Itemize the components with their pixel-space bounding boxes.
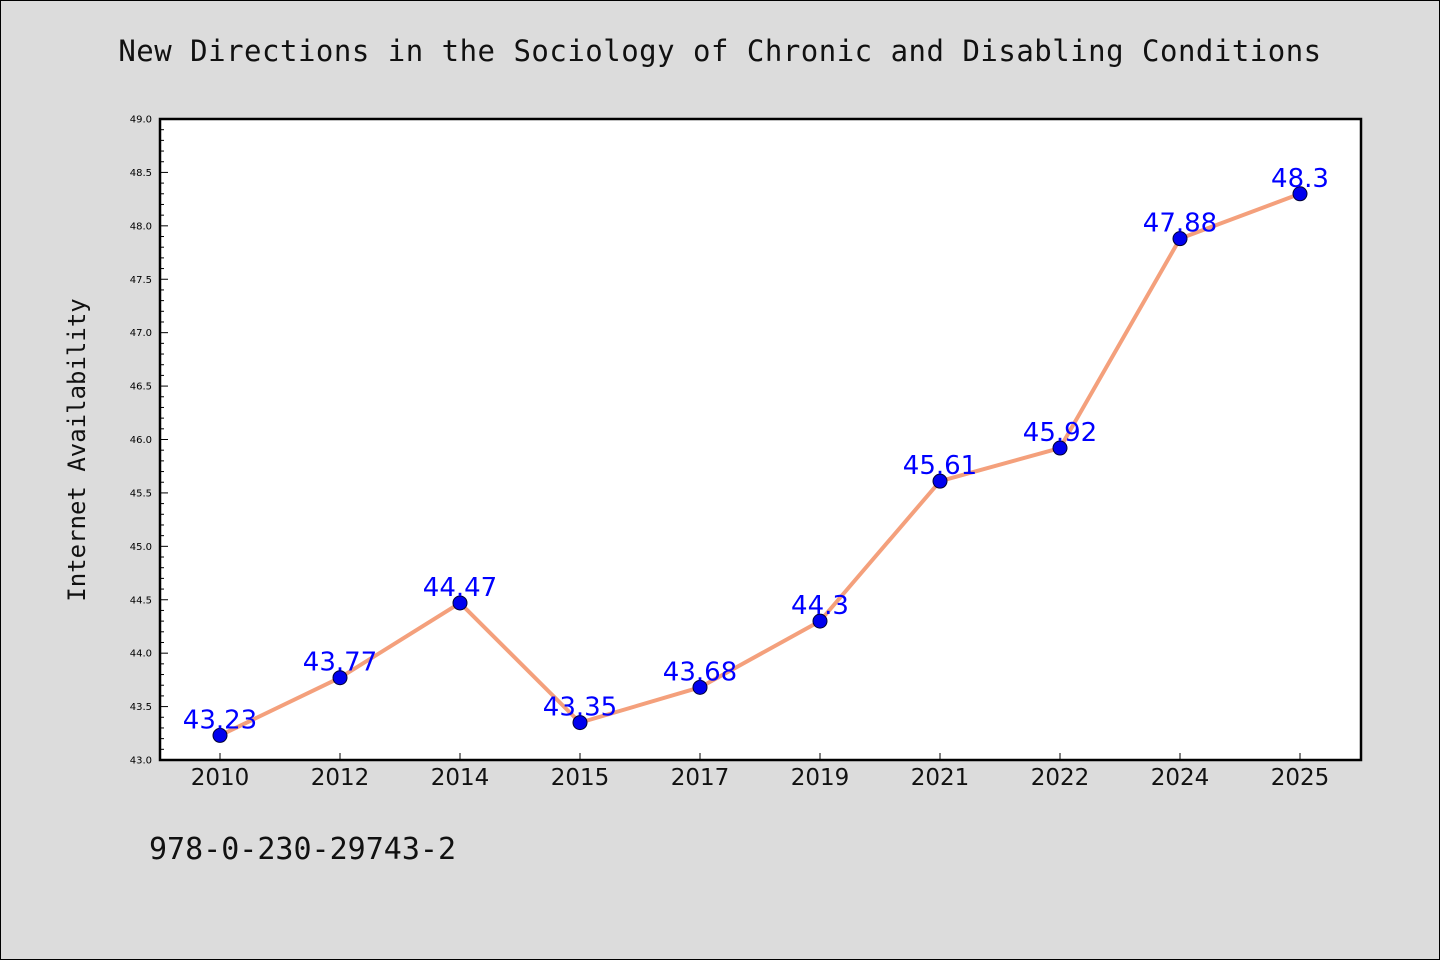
isbn-footer: 978-0-230-29743-2 (149, 832, 457, 867)
y-axis-label: Internet Availability (63, 298, 91, 601)
markers-group (212, 186, 1308, 743)
x-tick-label: 2022 (1031, 765, 1090, 791)
x-tick-label: 2017 (671, 765, 730, 791)
data-label: 44.47 (423, 573, 497, 603)
data-point-marker (1052, 440, 1068, 456)
x-tick-label: 2025 (1271, 765, 1330, 791)
x-axis: 2010 2012 2014 2015 2017 2019 2021 2022 2024 2025 (191, 753, 1330, 791)
x-tick-label: 2010 (191, 765, 250, 791)
series-line-group (218, 191, 1302, 738)
y-tick-label: 46.0 (130, 435, 152, 446)
y-tick-label: 45.5 (130, 488, 152, 499)
data-label: 48.3 (1271, 164, 1329, 194)
x-tick-label: 2021 (911, 765, 970, 791)
x-tick-label: 2015 (551, 765, 610, 791)
data-label: 45.61 (903, 451, 977, 481)
y-tick-label: 44.5 (130, 595, 152, 606)
data-point-marker (1172, 231, 1188, 247)
data-point-marker (332, 670, 348, 686)
y-tick-label: 46.5 (130, 382, 152, 393)
y-tick-label: 47.0 (130, 328, 152, 339)
x-tick-label: 2019 (791, 765, 850, 791)
data-point-marker (932, 473, 948, 489)
data-label: 43.77 (303, 648, 377, 678)
x-tick-label: 2012 (311, 765, 370, 791)
series-line (218, 191, 1302, 738)
data-point-marker (812, 613, 828, 629)
y-tick-label: 43.0 (130, 756, 152, 767)
y-tick-label: 44.0 (130, 649, 152, 660)
y-tick-label: 48.0 (130, 221, 152, 232)
data-point-marker (572, 715, 588, 731)
data-label: 47.88 (1143, 209, 1217, 239)
data-labels-group: 43.23 43.77 44.47 43.35 43.68 44.3 45.61 45.92 4… (183, 164, 1329, 736)
data-point-marker (212, 727, 228, 743)
data-label: 43.23 (183, 705, 257, 735)
data-label: 43.68 (663, 657, 737, 687)
x-tick-label: 2024 (1151, 765, 1210, 791)
y-tick-label: 49.0 (130, 115, 152, 126)
data-point-marker (1292, 186, 1308, 202)
data-label: 43.35 (543, 693, 617, 723)
plot-border (158, 117, 1363, 762)
data-point-marker (692, 679, 708, 695)
data-label: 45.92 (1023, 418, 1097, 448)
x-tick-label: 2014 (431, 765, 490, 791)
data-point-marker (452, 595, 468, 611)
y-tick-label: 45.0 (130, 542, 152, 553)
y-tick-label: 43.5 (130, 702, 152, 713)
chart-title: New Directions in the Sociology of Chron… (118, 34, 1322, 68)
y-tick-label: 47.5 (130, 275, 152, 286)
data-label: 44.3 (791, 591, 849, 621)
y-tick-label: 48.5 (130, 168, 152, 179)
